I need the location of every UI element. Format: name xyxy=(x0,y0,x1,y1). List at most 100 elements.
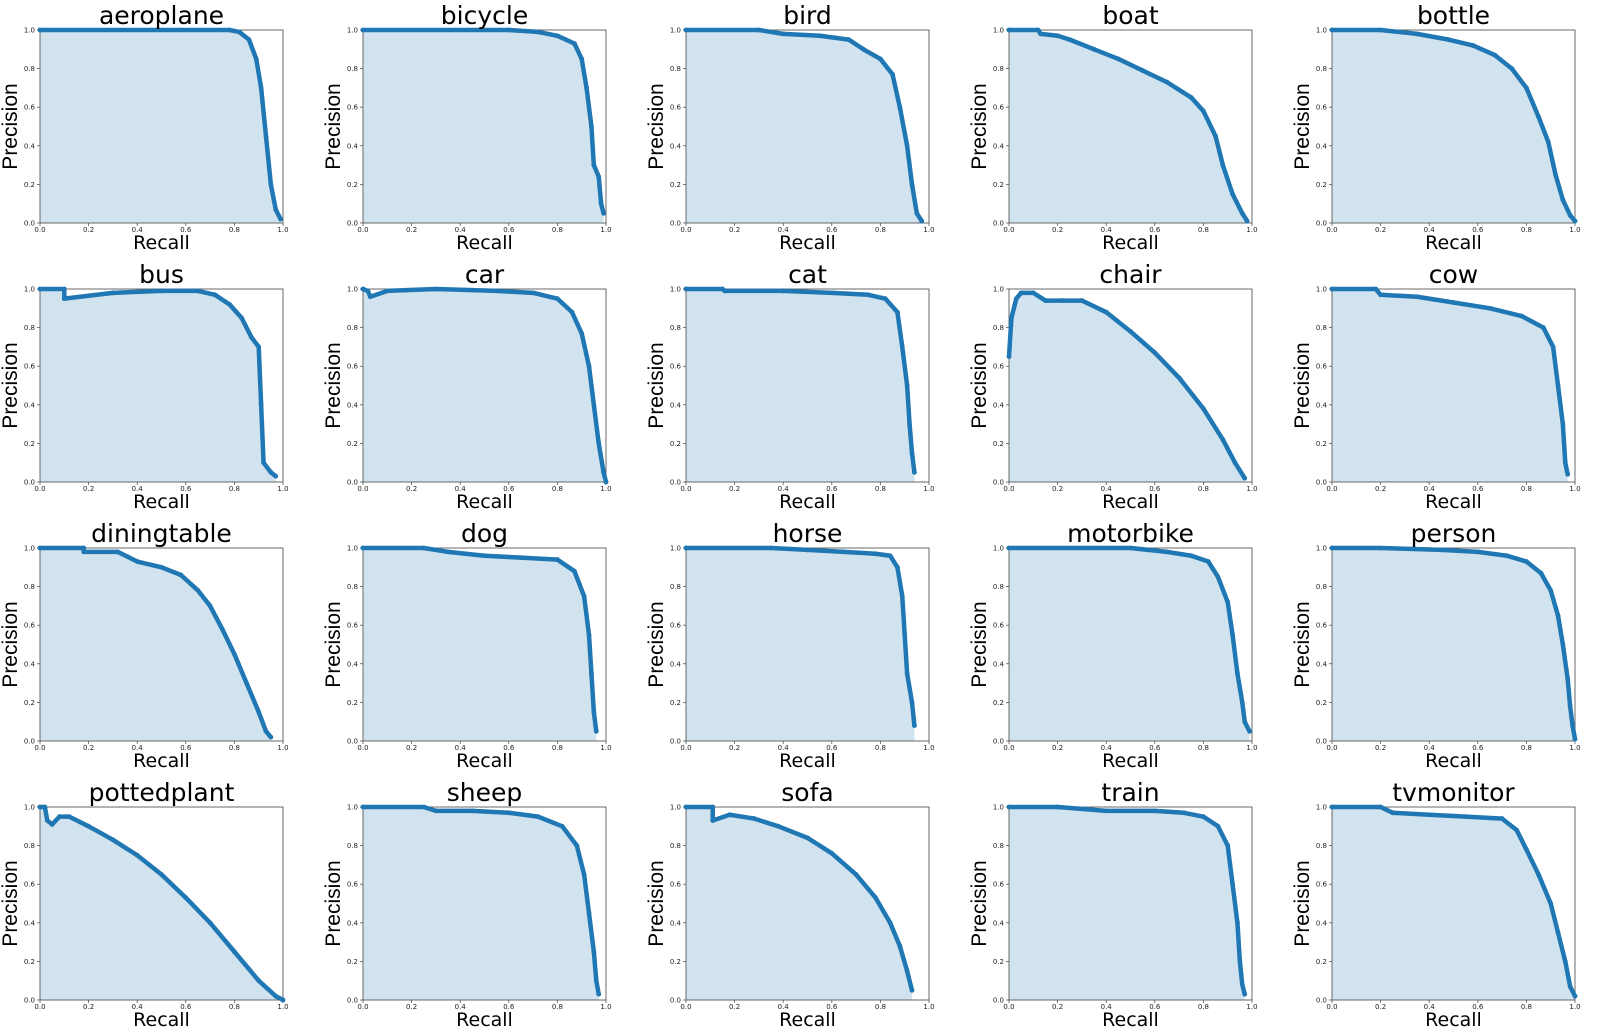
pr-chart-bus: 0.0 0.2 0.4 0.6 0.8 1.0 0.0 0.2 0.4 0.6 0.8 1.0 bus R… xyxy=(0,260,289,513)
axes-frame xyxy=(1008,288,1253,483)
y-tick-label: 0.8 xyxy=(670,583,681,591)
pr-point xyxy=(421,545,427,551)
x-tick-label: 0.2 xyxy=(406,485,417,493)
y-tick-label: 0.4 xyxy=(993,660,1005,668)
y-tick-label: 0.4 xyxy=(670,401,682,409)
pr-point xyxy=(598,201,604,207)
x-tick-label: 0.8 xyxy=(1198,1003,1209,1011)
x-tick-label: 1.0 xyxy=(600,485,611,493)
pr-point xyxy=(44,818,50,823)
pr-point xyxy=(574,843,580,848)
pr-point xyxy=(421,804,427,810)
x-tick-label: 0.0 xyxy=(1003,226,1014,234)
pr-point xyxy=(603,479,609,485)
y-tick-label: 0.6 xyxy=(347,104,359,112)
x-tick-label: 0.0 xyxy=(1003,485,1014,493)
y-tick-label: 1.0 xyxy=(670,27,681,35)
pr-area-fill xyxy=(1009,548,1250,741)
pr-point xyxy=(1499,816,1505,821)
pr-chart-tvmonitor: 0.0 0.2 0.4 0.6 0.8 1.0 0.0 0.2 0.4 0.6 0.8 1.0 tvmo… xyxy=(1292,778,1581,1031)
pr-point xyxy=(589,124,594,129)
x-tick-label: 0.8 xyxy=(552,1003,563,1011)
x-tick-label: 0.8 xyxy=(229,744,240,752)
pr-point xyxy=(1555,383,1561,388)
x-tick-label: 1.0 xyxy=(600,226,611,234)
x-tick-label: 0.4 xyxy=(1101,485,1113,493)
pr-point xyxy=(596,174,602,180)
pr-point xyxy=(1567,984,1573,989)
pr-point xyxy=(273,993,279,999)
x-tick-label: 1.0 xyxy=(277,744,288,752)
x-tick-label: 0.2 xyxy=(406,1003,417,1011)
y-tick-label: 0.8 xyxy=(24,842,35,850)
x-tick-label: 0.4 xyxy=(1424,485,1436,493)
y-tick-label: 0.8 xyxy=(347,65,358,73)
x-tick-label: 0.4 xyxy=(455,1003,467,1011)
y-axis-label: Precision xyxy=(1292,601,1314,687)
pr-point xyxy=(1103,808,1109,814)
pr-point xyxy=(263,133,269,139)
pr-point xyxy=(1524,559,1529,564)
y-axis-label: Precision xyxy=(323,83,345,169)
x-tick-label: 0.6 xyxy=(1472,226,1484,234)
x-tick-label: 0.8 xyxy=(875,226,886,234)
pr-point xyxy=(805,835,810,841)
pr-point xyxy=(919,218,925,224)
y-tick-label: 0.0 xyxy=(347,738,358,746)
y-tick-label: 0.4 xyxy=(24,142,36,150)
pr-point xyxy=(1239,982,1245,987)
pr-point xyxy=(249,334,254,340)
pr-point xyxy=(1438,547,1444,553)
pr-point xyxy=(1006,804,1012,810)
y-tick-label: 0.8 xyxy=(1316,583,1327,591)
y-tick-label: 0.8 xyxy=(347,842,358,850)
pr-point xyxy=(909,987,915,993)
y-tick-label: 0.4 xyxy=(1316,142,1328,150)
x-tick-label: 0.6 xyxy=(826,226,838,234)
pr-area-fill xyxy=(1009,807,1245,1000)
pr-point xyxy=(1451,300,1456,305)
y-axis-label: Precision xyxy=(323,601,345,687)
pr-point xyxy=(1038,31,1043,37)
y-tick-label: 0.6 xyxy=(670,622,682,630)
pr-point xyxy=(1181,810,1187,816)
pr-curve-line xyxy=(683,545,917,728)
pr-curve-line xyxy=(360,545,599,734)
y-tick-label: 0.4 xyxy=(670,142,682,150)
pr-point xyxy=(873,551,878,557)
x-tick-label: 0.8 xyxy=(552,226,563,234)
pr-point xyxy=(589,671,594,676)
y-axis-label: Precision xyxy=(646,83,668,169)
chart-title: person xyxy=(1411,519,1497,548)
x-axis-label: Recall xyxy=(133,750,190,772)
pr-point xyxy=(232,949,237,955)
x-tick-label: 1.0 xyxy=(600,1003,611,1011)
pr-point xyxy=(1548,588,1554,593)
pr-point xyxy=(890,71,895,77)
pr-point xyxy=(895,564,900,570)
pr-point xyxy=(846,37,852,43)
y-tick-label: 0.0 xyxy=(1316,738,1327,746)
y-tick-label: 0.6 xyxy=(347,363,359,371)
y-tick-label: 0.8 xyxy=(1316,65,1327,73)
pr-point xyxy=(360,286,366,292)
pr-point xyxy=(1470,43,1476,48)
pr-point xyxy=(683,286,689,292)
x-tick-label: 1.0 xyxy=(600,744,611,752)
y-tick-label: 0.4 xyxy=(670,919,682,927)
y-tick-label: 0.2 xyxy=(1316,699,1327,707)
pr-point xyxy=(1201,108,1206,114)
x-tick-label: 0.4 xyxy=(455,485,467,493)
x-tick-label: 0.8 xyxy=(1198,226,1209,234)
x-tick-label: 1.0 xyxy=(1569,226,1580,234)
pr-point xyxy=(1541,325,1546,330)
pr-point xyxy=(895,309,900,315)
pr-point xyxy=(115,549,121,555)
pr-point xyxy=(1230,881,1235,887)
y-tick-label: 0.6 xyxy=(24,622,36,630)
x-tick-label: 0.6 xyxy=(826,485,838,493)
x-axis-label: Recall xyxy=(1102,750,1159,772)
x-tick-label: 0.8 xyxy=(229,226,240,234)
pr-point xyxy=(559,823,565,829)
pr-point xyxy=(1215,823,1221,829)
